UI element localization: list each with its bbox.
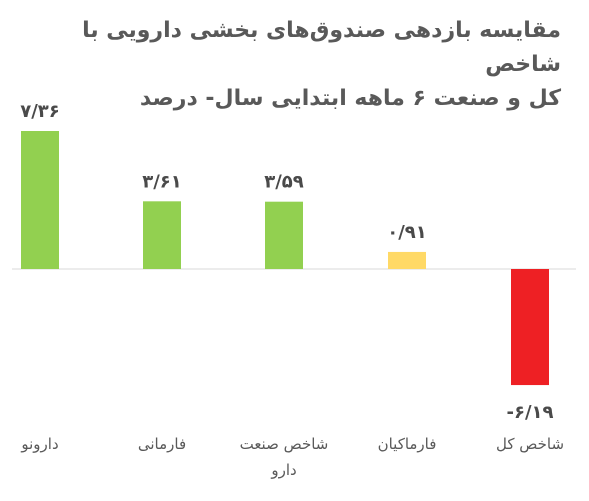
data-label-1: ۳/۶۱ — [142, 171, 182, 192]
data-label-3: ۰/۹۱ — [387, 222, 427, 243]
data-label-4: -۶/۱۹ — [506, 402, 553, 423]
bar-0 — [21, 131, 59, 269]
category-label-1: فارمانی — [138, 435, 186, 453]
category-label-4: شاخص کل — [496, 435, 564, 453]
bar-3 — [388, 251, 426, 269]
category-label-3: فارماکیان — [378, 435, 437, 453]
chart-title-line-2: کل و صنعت ۶ ماهه ابتدایی سال- درصد — [139, 86, 561, 111]
bar-4 — [511, 269, 549, 386]
chart-title-line-1: مقایسه بازدهی صندوق‌های بخشی دارویی با ش… — [82, 18, 561, 77]
bar-2 — [265, 201, 303, 269]
bar-1 — [143, 201, 181, 269]
data-label-2: ۳/۵۹ — [264, 172, 304, 193]
category-label-2-line-0: شاخص صنعت — [240, 435, 329, 453]
chart-title: مقایسه بازدهی صندوق‌های بخشی دارویی با ش… — [21, 14, 561, 116]
category-label-2-line-1: دارو — [270, 461, 296, 479]
data-label-0: ۷/۳۶ — [20, 101, 60, 122]
category-label-0: دارونو — [20, 435, 58, 453]
